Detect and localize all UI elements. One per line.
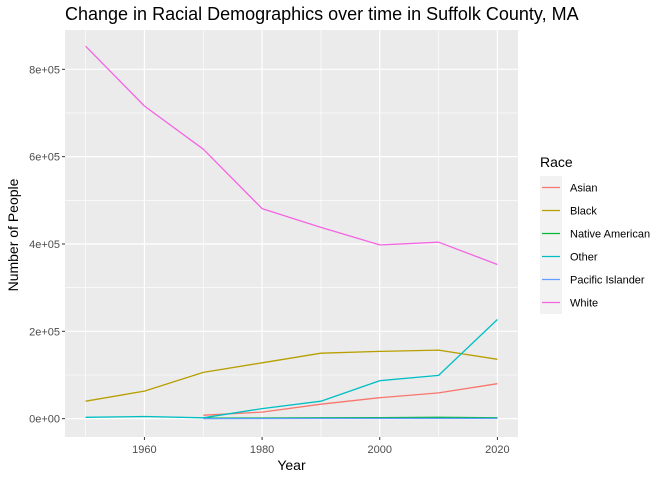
y-tick-label: 6e+05 xyxy=(29,152,60,164)
y-axis-ticks: 0e+00 2e+05 4e+05 6e+05 8e+05 xyxy=(29,64,65,426)
y-tick-label: 4e+05 xyxy=(29,239,60,251)
y-tick-label: 2e+05 xyxy=(29,326,60,338)
y-axis-title: Number of People xyxy=(5,178,21,291)
y-tick-label: 0e+00 xyxy=(29,414,60,426)
legend-label-white: White xyxy=(570,298,598,310)
x-tick-label: 1960 xyxy=(132,444,156,456)
legend-title: Race xyxy=(540,154,573,170)
legend-label-other: Other xyxy=(570,252,598,264)
series-line-other xyxy=(85,319,498,419)
x-axis-ticks: 1960 1980 2000 2020 xyxy=(132,437,510,456)
series-line-black xyxy=(85,349,498,402)
series-line-asian xyxy=(203,383,498,416)
y-tick-label: 8e+05 xyxy=(29,64,60,76)
grid-minor xyxy=(65,30,518,437)
plot-panel xyxy=(65,30,518,437)
x-tick-label: 2020 xyxy=(485,444,509,456)
grid-major xyxy=(65,30,518,437)
legend: Race Asian Black Native American Other Pacif… xyxy=(540,154,650,314)
chart-title: Change in Racial Demographics over time … xyxy=(65,4,579,24)
x-tick-label: 1980 xyxy=(250,444,274,456)
series-lines xyxy=(85,45,498,420)
legend-label-pacific-islander: Pacific Islander xyxy=(570,275,645,287)
legend-label-native-american: Native American xyxy=(570,229,650,241)
series-line-white xyxy=(85,45,498,266)
legend-label-asian: Asian xyxy=(570,183,598,195)
x-tick-label: 2000 xyxy=(368,444,392,456)
legend-label-black: Black xyxy=(570,206,597,218)
x-axis-title: Year xyxy=(277,457,306,473)
